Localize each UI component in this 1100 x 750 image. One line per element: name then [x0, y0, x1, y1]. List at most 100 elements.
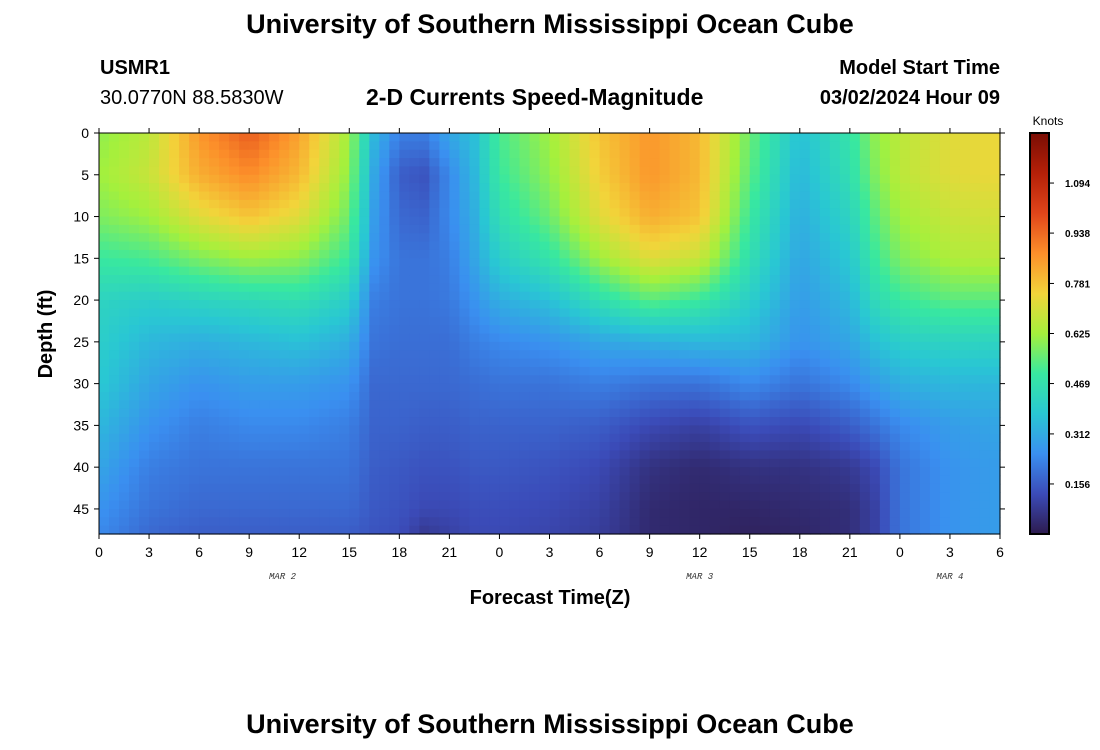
heatmap-cell — [819, 216, 831, 226]
heatmap-cell — [749, 233, 761, 243]
heatmap-cell — [719, 316, 731, 326]
heatmap-cell — [569, 208, 581, 218]
heatmap-cell — [439, 450, 450, 460]
heatmap-cell — [959, 308, 971, 318]
heatmap-cell — [379, 216, 390, 226]
heatmap-cell — [969, 383, 981, 393]
heatmap-cell — [179, 408, 190, 418]
heatmap-cell — [979, 458, 991, 468]
heatmap-cell — [479, 433, 491, 443]
heatmap-cell — [439, 425, 450, 435]
heatmap-cell — [269, 266, 280, 276]
heatmap-cell — [529, 383, 541, 393]
heatmap-cell — [509, 183, 521, 193]
heatmap-cell — [309, 408, 320, 418]
heatmap-cell — [879, 341, 891, 351]
heatmap-cell — [249, 508, 260, 518]
heatmap-cell — [599, 183, 611, 193]
heatmap-cell — [199, 500, 210, 510]
heatmap-cell — [979, 183, 991, 193]
heatmap-cell — [699, 283, 711, 293]
heatmap-cell — [389, 275, 400, 284]
heatmap-cell — [329, 341, 340, 351]
heatmap-cell — [159, 133, 170, 142]
heatmap-cell — [329, 208, 340, 218]
heatmap-cell — [439, 391, 450, 401]
heatmap-cell — [799, 467, 811, 477]
heatmap-cell — [989, 149, 1001, 159]
heatmap-cell — [799, 333, 811, 343]
heatmap-cell — [859, 408, 871, 418]
heatmap-cell — [299, 408, 310, 418]
heatmap-cell — [449, 224, 460, 234]
heatmap-cell — [569, 158, 581, 168]
heatmap-cell — [969, 525, 981, 535]
heatmap-cell — [759, 433, 771, 443]
x-axis-title: Forecast Time(Z) — [470, 587, 631, 609]
heatmap-cell — [759, 266, 771, 276]
heatmap-cell — [849, 149, 861, 159]
heatmap-cell — [109, 191, 120, 201]
heatmap-cell — [459, 458, 471, 468]
heatmap-cell — [789, 208, 801, 218]
heatmap-cell — [149, 241, 160, 251]
heatmap-cell — [729, 467, 741, 477]
heatmap-cell — [539, 433, 551, 443]
heatmap-cell — [699, 300, 711, 310]
heatmap-cell — [799, 358, 811, 368]
heatmap-cell — [559, 350, 571, 360]
heatmap-cell — [829, 141, 841, 151]
heatmap-cell — [249, 133, 260, 142]
heatmap-cell — [419, 199, 430, 209]
heatmap-cell — [339, 283, 350, 293]
heatmap-cell — [849, 208, 861, 218]
heatmap-cell — [329, 283, 340, 293]
heatmap-cell — [649, 258, 661, 268]
heatmap-cell — [379, 133, 390, 142]
heatmap-cell — [489, 492, 501, 502]
heatmap-cell — [739, 458, 751, 468]
heatmap-cell — [269, 433, 280, 443]
heatmap-cell — [349, 183, 360, 193]
heatmap-cell — [589, 158, 601, 168]
heatmap-cell — [969, 199, 981, 209]
heatmap-cell — [489, 475, 501, 485]
heatmap-cell — [309, 391, 320, 401]
heatmap-cell — [949, 141, 961, 151]
heatmap-cell — [789, 467, 801, 477]
heatmap-cell — [109, 149, 120, 159]
heatmap-cell — [709, 166, 721, 176]
heatmap-cell — [549, 400, 561, 410]
heatmap-cell — [289, 358, 300, 368]
heatmap-cell — [99, 500, 110, 510]
heatmap-cell — [319, 366, 330, 376]
heatmap-cell — [539, 241, 551, 251]
heatmap-cell — [369, 517, 380, 527]
heatmap-cell — [499, 158, 511, 168]
heatmap-cell — [179, 249, 190, 259]
heatmap-cell — [969, 366, 981, 376]
heatmap-cell — [949, 433, 961, 443]
heatmap-cell — [839, 458, 851, 468]
heatmap-cell — [689, 241, 701, 251]
heatmap-cell — [849, 233, 861, 243]
heatmap-cell — [699, 199, 711, 209]
heatmap-cell — [569, 366, 581, 376]
heatmap-cell — [139, 408, 150, 418]
heatmap-cell — [509, 500, 521, 510]
heatmap-cell — [149, 191, 160, 201]
heatmap-cell — [629, 174, 641, 184]
heatmap-cell — [869, 458, 881, 468]
heatmap-cell — [99, 224, 110, 234]
heatmap-cell — [389, 475, 400, 485]
heatmap-cell — [549, 233, 561, 243]
heatmap-cell — [809, 400, 821, 410]
heatmap-cell — [969, 425, 981, 435]
heatmap-cell — [169, 199, 180, 209]
heatmap-cell — [209, 500, 220, 510]
heatmap-cell — [459, 525, 471, 535]
heatmap-cell — [879, 366, 891, 376]
heatmap-cell — [379, 366, 390, 376]
heatmap-cell — [809, 391, 821, 401]
heatmap-cell — [219, 133, 230, 142]
